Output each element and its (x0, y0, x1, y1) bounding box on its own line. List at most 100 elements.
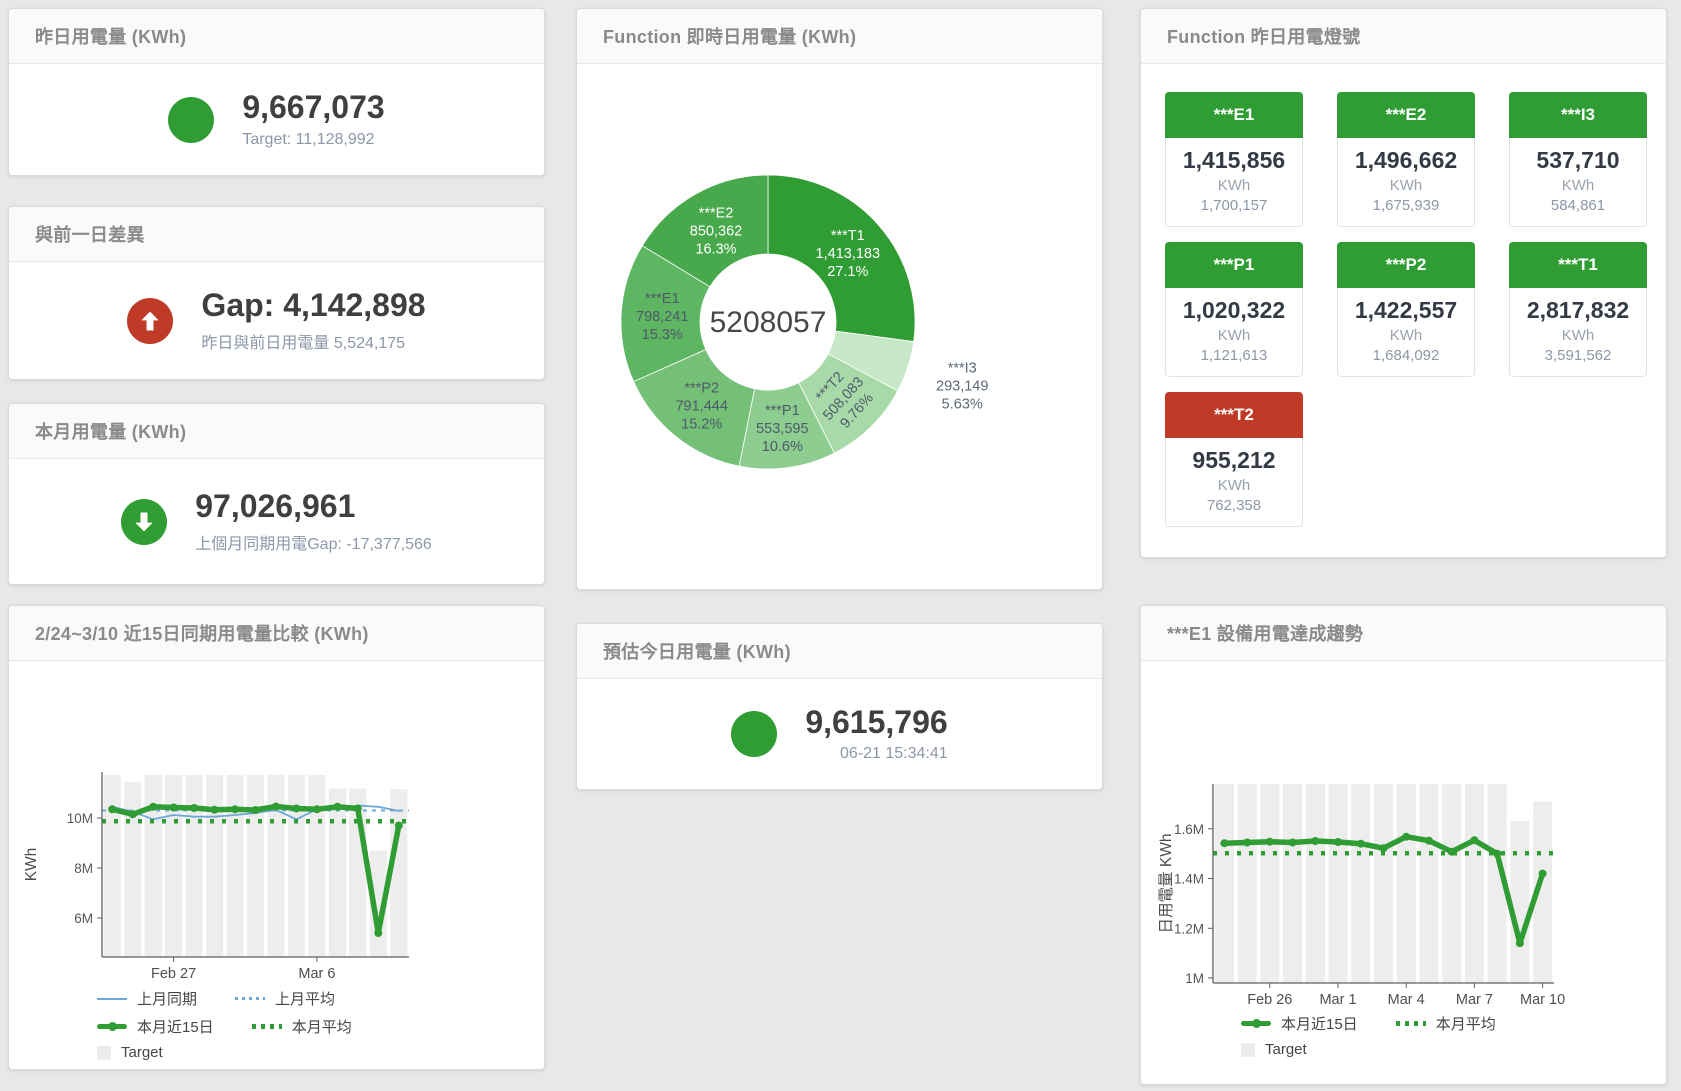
tile-unit: KWh (1389, 177, 1423, 194)
x-tick-label: Mar 4 (1388, 992, 1425, 1006)
target-bar (1396, 784, 1416, 983)
legend-item[interactable]: 本月近15日 (97, 1016, 214, 1037)
legend-label: 本月平均 (1435, 1016, 1496, 1033)
legend-item[interactable]: 本月平均 (251, 1016, 352, 1037)
donut-slice[interactable] (620, 245, 711, 383)
tile-value: 955,212 (1192, 447, 1276, 473)
data-point (149, 802, 158, 811)
target-bar (1237, 784, 1257, 983)
target-bar (206, 775, 224, 957)
tile-target: 762,358 (1206, 497, 1262, 514)
tile-target: 1,121,613 (1200, 347, 1268, 364)
realtime-donut-chart: ***T1 1,413,183 27.1%***I3 293,149 5.63%***T… (620, 174, 988, 470)
legend-label: 本月平均 (291, 1019, 352, 1036)
tile-target: 3,591,562 (1544, 347, 1612, 364)
donut-slice-label: ***T1 1,413,183 27.1% (816, 228, 881, 280)
x-tick-label: Mar 1 (1319, 992, 1356, 1006)
target-bar (1283, 784, 1303, 983)
light-tile-t1: ***T1 2,817,832 KWh 3,591,562 (1509, 242, 1647, 377)
tile-body: 1,020,322 KWh 1,121,613 (1165, 288, 1303, 377)
panel-header: Function 即時日用電量 (KWh) (577, 9, 1102, 64)
data-point (353, 804, 362, 813)
legend-item[interactable]: 本月近15日 (1241, 1013, 1358, 1034)
panel-title: 本月用電量 (KWh) (35, 422, 187, 442)
light-tile-t2: ***T2 955,212 KWh 762,358 (1165, 392, 1303, 527)
panel-day-gap: 與前一日差異 Gap: 4,142,898 昨日與前日用電量 5,524,175 (8, 206, 545, 380)
y-tick-label: 10M (67, 811, 93, 826)
tile-body: 537,710 KWh 584,861 (1509, 138, 1647, 227)
target-bar (1260, 784, 1280, 983)
data-point (1402, 832, 1411, 841)
data-point (251, 806, 260, 814)
target-bar (185, 775, 203, 957)
light-tile-i3: ***I3 537,710 KWh 584,861 (1509, 92, 1647, 227)
today-estimate-value: 9,615,796 (805, 703, 948, 740)
dotted-line-swatch-icon (235, 997, 266, 1000)
tile-header: ***E1 (1165, 92, 1303, 138)
data-point (312, 805, 321, 814)
y-axis-label: 日用電量 KWh (1158, 834, 1175, 934)
tile-unit: KWh (1217, 327, 1251, 344)
donut-center-total: 5208057 (710, 306, 827, 339)
panel-compare-chart: 2/24~3/10 近15日同期用電量比較 (KWh) 6M 8M 10M Feb 2… (8, 605, 545, 1070)
legend-row: Target (97, 1044, 544, 1061)
tile-body: 1,415,856 KWh 1,700,157 (1165, 138, 1303, 227)
thick-line-swatch-icon (97, 1022, 127, 1031)
tile-value: 1,422,557 (1354, 297, 1458, 323)
target-bar (1419, 784, 1439, 983)
y-tick-label: 6M (74, 911, 93, 926)
target-bar (165, 775, 183, 957)
legend-item[interactable]: 上月同期 (97, 988, 197, 1009)
panel-header: 預估今日用電量 (KWh) (577, 624, 1102, 679)
data-point (1425, 836, 1433, 845)
donut-slice[interactable] (767, 174, 916, 343)
legend-label: 本月近15日 (137, 1019, 214, 1036)
chart-body: 1M 1.2M 1.4M 1.6M Feb 26 Mar 1 Mar 4 Mar 7 Mar 1… (1141, 661, 1666, 1058)
light-tile-e1: ***E1 1,415,856 KWh 1,700,157 (1165, 92, 1303, 227)
legend-item[interactable]: Target (1241, 1041, 1307, 1058)
data-point (108, 805, 117, 814)
legend-item[interactable]: 上月平均 (235, 988, 335, 1009)
tile-unit: KWh (1217, 177, 1251, 194)
panel-title: 與前一日差異 (35, 225, 145, 245)
data-point (1470, 836, 1479, 845)
legend-label: 上月同期 (137, 991, 198, 1008)
target-bar (308, 775, 326, 957)
compare-line-chart: 6M 8M 10M Feb 27 Mar 6 KWh (23, 772, 409, 982)
bar-swatch-icon (97, 1045, 111, 1060)
panel-title: Function 昨日用電燈號 (1167, 27, 1361, 47)
legend-label: 上月平均 (275, 991, 336, 1008)
bar-swatch-icon (1241, 1042, 1255, 1057)
stat-text: Gap: 4,142,898 昨日與前日用電量 5,524,175 (201, 288, 425, 352)
data-point (1379, 844, 1388, 853)
panel-title: 2/24~3/10 近15日同期用電量比較 (KWh) (35, 624, 369, 644)
target-bar (1214, 784, 1234, 983)
green-status-circle-icon (731, 711, 778, 757)
tile-target: 1,700,157 (1200, 197, 1268, 214)
donut-slice[interactable] (641, 174, 769, 288)
y-tick-label: 1M (1185, 971, 1204, 986)
panel-month-usage: 本月用電量 (KWh) 97,026,961 上個月同期用電Gap: -17,3… (8, 403, 545, 585)
panel-title: 預估今日用電量 (KWh) (603, 642, 791, 662)
compare-legend: 上月同期 上月平均本月近15日 本月平均 Target (9, 988, 544, 1061)
legend-item[interactable]: Target (97, 1044, 163, 1061)
arrow-up-circle-icon (127, 297, 174, 344)
today-estimate-timestamp: 06-21 15:34:41 (840, 745, 948, 763)
y-tick-label: 1.6M (1174, 822, 1204, 837)
donut-slice-label: ***E1 798,241 15.3% (636, 291, 688, 343)
tile-body: 955,212 KWh 762,358 (1165, 438, 1303, 527)
panel-header: 昨日用電量 (KWh) (9, 9, 544, 64)
target-bar (1464, 784, 1484, 983)
legend-item[interactable]: 本月平均 (1395, 1013, 1496, 1034)
target-bar (103, 775, 121, 957)
legend-row: 上月同期 上月平均 (97, 988, 544, 1009)
tile-value: 1,020,322 (1182, 297, 1286, 323)
y-tick-label: 1.4M (1174, 872, 1204, 887)
y-axis-label: KWh (23, 848, 40, 882)
tile-header: ***P2 (1337, 242, 1475, 288)
stat-text: 9,667,073 Target: 11,128,992 (242, 90, 384, 148)
stat-body: Gap: 4,142,898 昨日與前日用電量 5,524,175 (9, 262, 544, 379)
thick-line-swatch-icon (1241, 1019, 1271, 1028)
month-usage-gap: 上個月同期用電Gap: -17,377,566 (195, 535, 432, 553)
tile-body: 2,817,832 KWh 3,591,562 (1509, 288, 1647, 377)
